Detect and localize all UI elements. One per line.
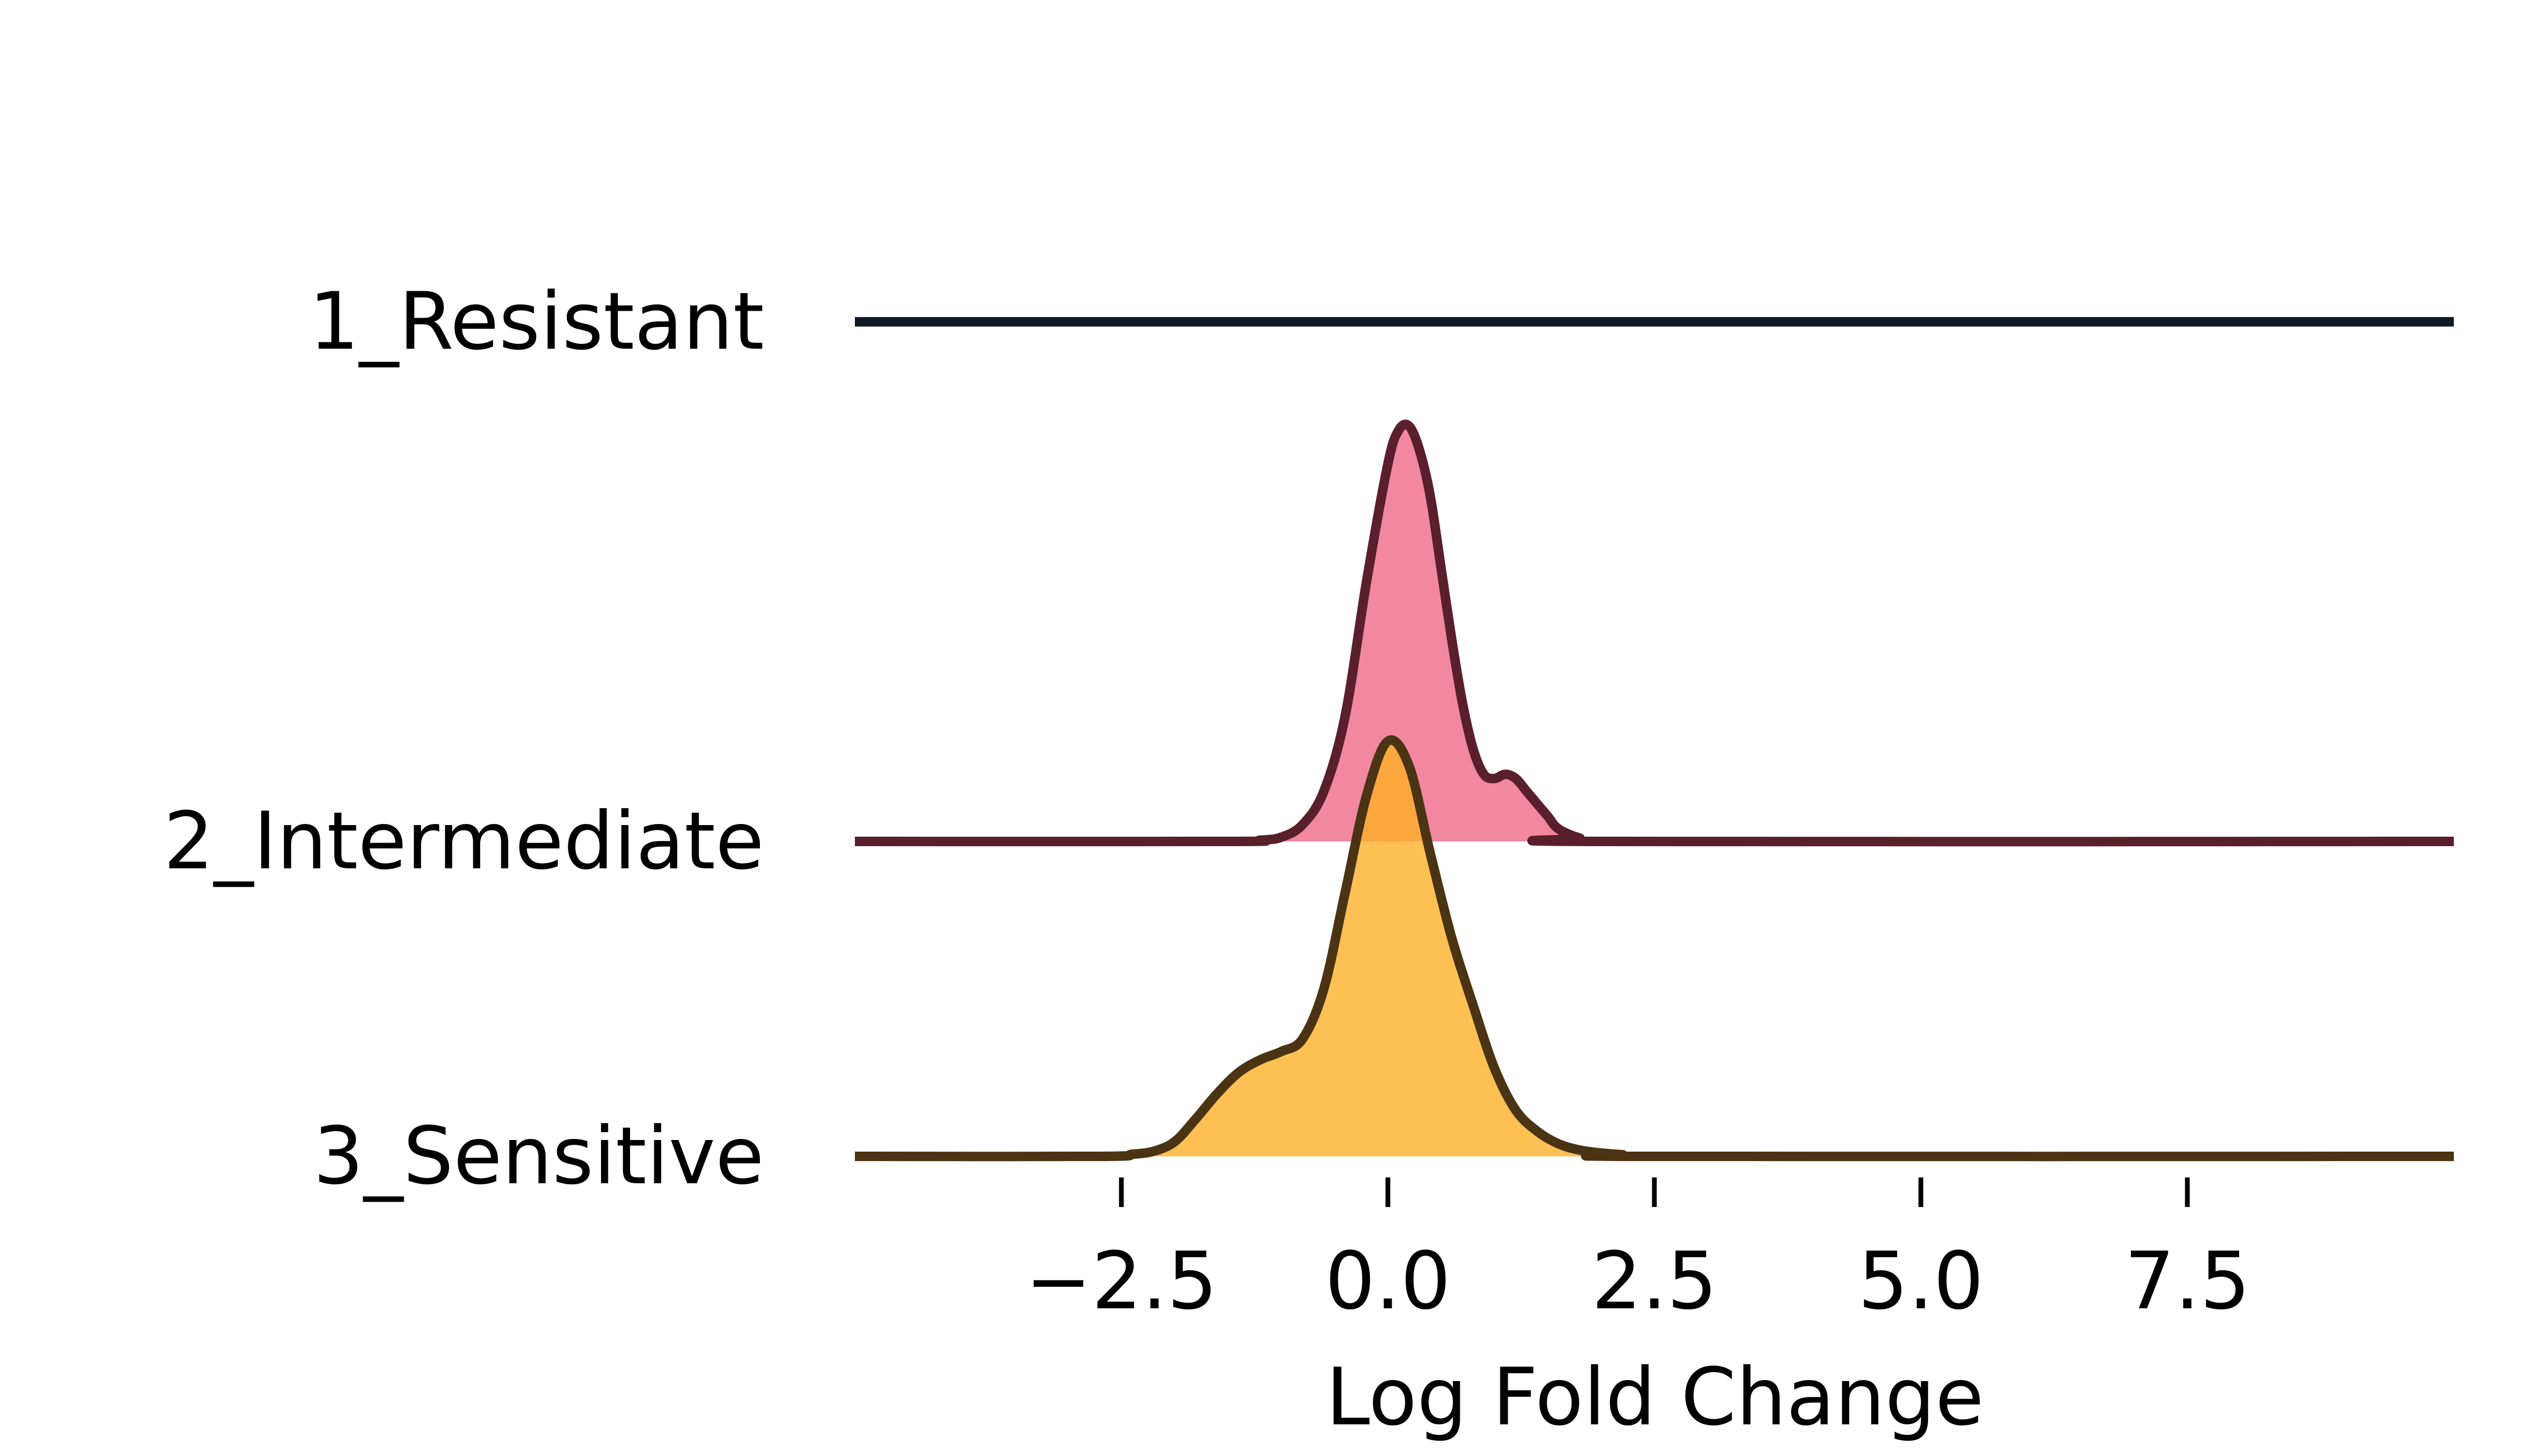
ridge-layer bbox=[854, 317, 2454, 1162]
row-label-2-intermediate: 2_Intermediate bbox=[164, 796, 764, 887]
ridge-area-2-intermediate bbox=[855, 424, 2454, 842]
x-tick-label: 2.5 bbox=[1592, 1235, 1718, 1327]
ridge-line-3-sensitive bbox=[854, 735, 2454, 1162]
x-tick-label: 0.0 bbox=[1325, 1235, 1451, 1327]
ridge-area-3-sensitive bbox=[855, 740, 2454, 1157]
x-axis-label: Log Fold Change bbox=[1326, 1352, 1984, 1443]
x-tick-label: 7.5 bbox=[2125, 1235, 2251, 1327]
row-label-1-resistant: 1_Resistant bbox=[309, 276, 764, 368]
row-label-3-sensitive: 3_Sensitive bbox=[313, 1110, 764, 1202]
ridge-line-2-intermediate bbox=[854, 419, 2454, 847]
x-tick-label: −2.5 bbox=[1025, 1235, 1217, 1327]
row-label-layer: 1_Resistant 2_Intermediate 3_Sensitive bbox=[164, 276, 764, 1202]
x-tick-label: 5.0 bbox=[1858, 1235, 1984, 1327]
x-axis: −2.5 0.0 2.5 5.0 7.5 bbox=[1025, 1177, 2250, 1327]
